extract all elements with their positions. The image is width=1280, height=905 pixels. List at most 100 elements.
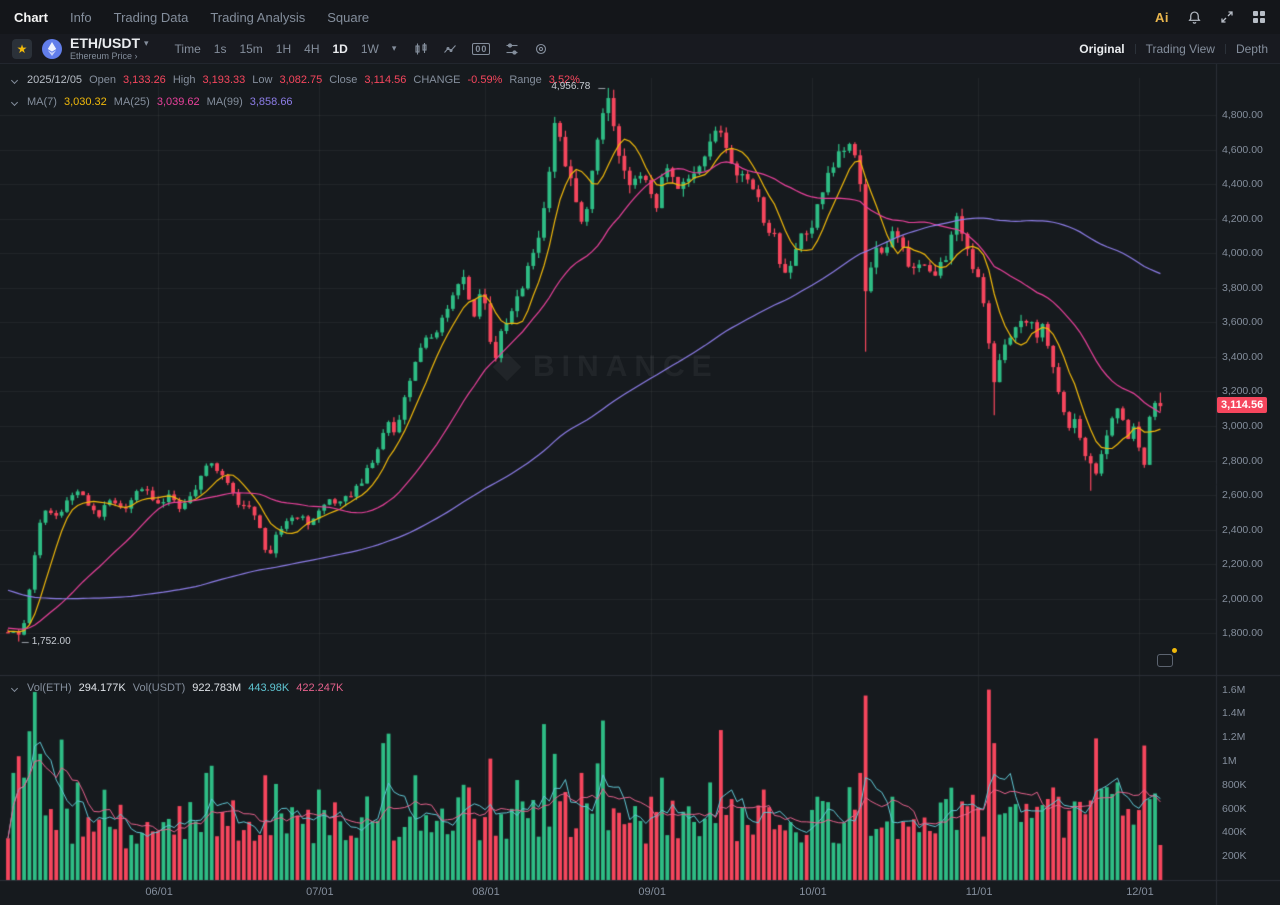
time-axis-label: 11/01: [965, 886, 993, 898]
vol-usdt-value: 922.783M: [192, 682, 242, 694]
ma99-label: MA(99): [206, 96, 243, 108]
price-axis-tick: 1,800.00: [1222, 627, 1263, 640]
orders-display-label: 00: [472, 42, 491, 55]
low-label: Low: [252, 74, 273, 86]
vol-eth-value: 294.177K: [78, 682, 126, 694]
eth-coin-logo: [42, 38, 62, 59]
volume-axis-tick: 400K: [1222, 826, 1247, 839]
interval-1d[interactable]: 1D: [332, 41, 348, 56]
pair-name: ETH/USDT: [70, 34, 140, 51]
high-price-annotation: 4,956.78: [551, 80, 591, 92]
interval-1s[interactable]: 1s: [213, 41, 227, 56]
nav-tabs: Chart Info Trading Data Trading Analysis…: [14, 10, 369, 25]
tab-chart[interactable]: Chart: [14, 9, 48, 25]
volume-axis-tick: 1.6M: [1222, 683, 1246, 696]
open-label: Open: [89, 74, 116, 86]
change-value: -0.59%: [467, 74, 503, 86]
interval-1w[interactable]: 1W: [360, 41, 379, 56]
candlestick-chart-canvas[interactable]: [0, 64, 1280, 905]
high-label: High: [172, 74, 196, 86]
time-axis-label: 06/01: [145, 886, 173, 898]
tab-trading-data[interactable]: Trading Data: [113, 9, 189, 25]
display-settings-icon[interactable]: [505, 42, 519, 56]
tab-info[interactable]: Info: [69, 9, 92, 25]
vol-usdt-label: Vol(USDT): [132, 682, 186, 694]
change-label: CHANGE: [413, 74, 461, 86]
range-value: 3.52%: [548, 74, 580, 86]
price-axis-tick: 2,000.00: [1222, 592, 1263, 605]
orders-display-icon[interactable]: 00: [472, 42, 491, 55]
chart-style-icon[interactable]: [414, 42, 428, 56]
ohlc-legend: 2025/12/05 Open 3,133.26 High 3,193.33 L…: [10, 74, 580, 86]
price-axis-tick: 2,600.00: [1222, 489, 1263, 502]
low-price-annotation: 1,752.00: [31, 635, 71, 647]
close-value: 3,114.56: [364, 74, 407, 86]
ma99-value: 3,858.66: [249, 96, 293, 108]
price-axis-tick: 4,000.00: [1222, 247, 1263, 260]
ma-legend: MA(7) 3,030.32 MA(25) 3,039.62 MA(99) 3,…: [10, 96, 293, 108]
volume-axis-tick: 600K: [1222, 802, 1247, 815]
price-axis-tick: 3,200.00: [1222, 385, 1263, 398]
price-axis-tick: 3,400.00: [1222, 350, 1263, 363]
interval-4h[interactable]: 4H: [304, 41, 320, 56]
divider: [1224, 43, 1226, 54]
volume-axis-tick: 1.4M: [1222, 707, 1246, 720]
vol-ma5-value: 443.98K: [248, 682, 290, 694]
symbol-selector[interactable]: ETH/USDT ▾ Ethereum Price ›: [70, 36, 149, 62]
volume-legend: Vol(ETH) 294.177K Vol(USDT) 922.783M 443…: [10, 682, 344, 694]
price-axis-tick: 4,200.00: [1222, 212, 1263, 225]
collapse-chevron-icon[interactable]: [10, 98, 19, 106]
vol-eth-label: Vol(ETH): [27, 682, 72, 694]
view-depth[interactable]: Depth: [1235, 41, 1268, 56]
ma7-value: 3,030.32: [63, 96, 107, 108]
collapse-chevron-icon[interactable]: [10, 684, 19, 692]
apps-grid-icon[interactable]: [1252, 10, 1266, 24]
chevron-down-icon: ▾: [144, 37, 149, 48]
range-label: Range: [509, 74, 542, 86]
ai-assistant-button[interactable]: Ai: [1155, 9, 1169, 25]
price-axis-tick: 3,800.00: [1222, 281, 1263, 294]
ma25-value: 3,039.62: [156, 96, 200, 108]
time-axis-label: 08/01: [472, 886, 500, 898]
volume-axis-tick: 1M: [1222, 755, 1237, 767]
chart-tools: 00: [414, 42, 548, 56]
interval-time[interactable]: Time: [174, 41, 201, 56]
price-axis-tick: 2,200.00: [1222, 558, 1263, 571]
open-value: 3,133.26: [122, 74, 166, 86]
chart-area: 2025/12/05 Open 3,133.26 High 3,193.33 L…: [0, 64, 1280, 905]
chart-shortcut-icon[interactable]: [1157, 648, 1177, 667]
interval-15m[interactable]: 15m: [239, 41, 263, 56]
interval-dropdown-icon[interactable]: ▾: [391, 43, 397, 53]
ma7-label: MA(7): [27, 96, 57, 108]
price-axis-tick: 3,000.00: [1222, 419, 1263, 432]
notifications-bell-icon[interactable]: [1187, 10, 1202, 25]
low-value: 3,082.75: [279, 74, 323, 86]
expand-resize-icon[interactable]: [1220, 10, 1234, 24]
tab-square[interactable]: Square: [327, 9, 370, 25]
price-axis-tick: 2,800.00: [1222, 454, 1263, 467]
favorite-star-button[interactable]: ★: [12, 38, 32, 59]
volume-axis-tick: 1.2M: [1222, 731, 1246, 744]
view-options: Original Trading View Depth: [1079, 42, 1268, 56]
indicators-icon[interactable]: [443, 42, 457, 56]
view-original[interactable]: Original: [1079, 41, 1125, 56]
high-value: 3,193.33: [202, 74, 246, 86]
chart-settings-icon[interactable]: [534, 42, 548, 56]
volume-axis-tick: 800K: [1222, 778, 1247, 791]
current-price-tag: 3,114.56: [1217, 397, 1268, 414]
divider: [1134, 43, 1136, 54]
tab-trading-analysis[interactable]: Trading Analysis: [210, 9, 306, 25]
collapse-chevron-icon[interactable]: [10, 76, 19, 84]
price-axis-tick: 4,400.00: [1222, 178, 1263, 191]
view-trading-view[interactable]: Trading View: [1145, 41, 1215, 56]
time-axis-label: 12/01: [1126, 886, 1154, 898]
interval-1h[interactable]: 1H: [275, 41, 292, 56]
symbol-toolbar: ★ ETH/USDT ▾ Ethereum Price › Time 1s 15…: [0, 34, 1280, 64]
nav-right-icons: Ai: [1155, 10, 1266, 25]
time-axis-label: 09/01: [638, 886, 666, 898]
top-navigation: Chart Info Trading Data Trading Analysis…: [0, 0, 1280, 34]
vol-ma10-value: 422.247K: [296, 682, 344, 694]
symbol-subtitle-link[interactable]: Ethereum Price ›: [70, 50, 138, 61]
ohlc-date: 2025/12/05: [27, 74, 83, 86]
price-axis-tick: 4,800.00: [1222, 109, 1263, 121]
